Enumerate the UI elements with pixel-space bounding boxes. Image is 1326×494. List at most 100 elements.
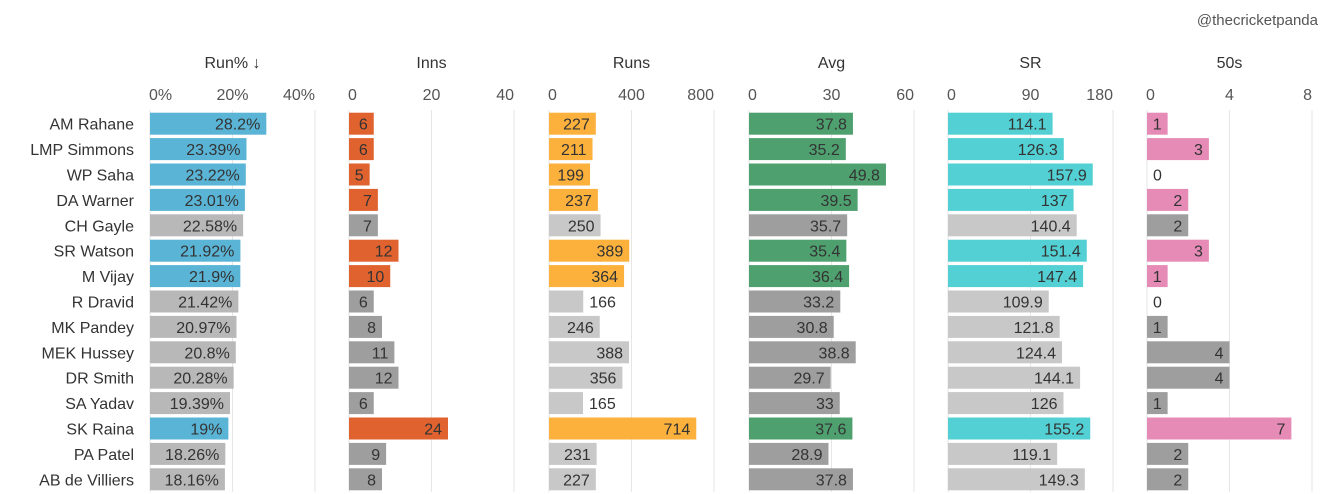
data-label: 38.8 bbox=[819, 345, 850, 362]
data-label: 10 bbox=[366, 269, 384, 286]
player-label: DR Smith bbox=[66, 371, 134, 388]
data-label: 28.2% bbox=[215, 117, 260, 134]
bar bbox=[150, 417, 229, 440]
data-label: 388 bbox=[596, 345, 623, 362]
bar bbox=[948, 214, 1077, 237]
bar bbox=[749, 290, 841, 313]
data-label: 18.26% bbox=[165, 447, 219, 464]
data-label: 227 bbox=[563, 472, 590, 489]
tick-label: 0 bbox=[1146, 87, 1155, 104]
data-label: 199 bbox=[557, 168, 584, 185]
data-label: 2 bbox=[1173, 218, 1182, 235]
data-label: 37.6 bbox=[815, 422, 846, 439]
data-label: 1 bbox=[1153, 320, 1162, 337]
panel-header: Runs bbox=[613, 55, 650, 72]
bar bbox=[150, 468, 225, 491]
bar bbox=[1147, 315, 1168, 338]
bar bbox=[549, 214, 601, 237]
tick-label: 8 bbox=[1303, 87, 1312, 104]
bar bbox=[749, 265, 850, 288]
data-label: 8 bbox=[367, 472, 376, 489]
data-label: 21.42% bbox=[178, 295, 232, 312]
bar bbox=[549, 341, 630, 364]
data-label: 1 bbox=[1153, 117, 1162, 134]
bar bbox=[349, 214, 378, 237]
bar bbox=[549, 239, 630, 262]
bar bbox=[948, 163, 1093, 186]
bar bbox=[549, 417, 697, 440]
data-label: 250 bbox=[568, 218, 595, 235]
data-label: 18.16% bbox=[165, 472, 219, 489]
bar bbox=[948, 265, 1084, 288]
bar bbox=[549, 442, 597, 465]
credit-handle: @thecricketpanda bbox=[1196, 12, 1318, 29]
player-label: LMP Simmons bbox=[30, 142, 134, 159]
data-label: 37.8 bbox=[816, 472, 847, 489]
data-label: 29.7 bbox=[794, 371, 825, 388]
bar bbox=[549, 392, 584, 415]
bar bbox=[349, 442, 387, 465]
bar bbox=[749, 417, 853, 440]
bar bbox=[948, 442, 1058, 465]
panel-header: 50s bbox=[1217, 55, 1243, 72]
bar bbox=[1147, 188, 1189, 211]
bar bbox=[349, 417, 448, 440]
bar bbox=[948, 341, 1063, 364]
bar bbox=[948, 315, 1060, 338]
data-label: 246 bbox=[567, 320, 594, 337]
tick-label: 20 bbox=[423, 87, 441, 104]
bar bbox=[349, 163, 370, 186]
bar bbox=[349, 315, 382, 338]
data-label: 37.8 bbox=[816, 117, 847, 134]
data-label: 30.8 bbox=[797, 320, 828, 337]
data-label: 2 bbox=[1173, 193, 1182, 210]
data-label: 147.4 bbox=[1037, 269, 1077, 286]
panel-header: SR bbox=[1019, 55, 1041, 72]
data-label: 11 bbox=[372, 345, 389, 362]
data-label: 157.9 bbox=[1047, 168, 1087, 185]
bar bbox=[150, 290, 239, 313]
bar bbox=[349, 138, 374, 161]
bar bbox=[349, 392, 374, 415]
tick-label: 0 bbox=[947, 87, 956, 104]
bar bbox=[150, 138, 247, 161]
bar bbox=[349, 468, 382, 491]
data-label: 19% bbox=[190, 422, 222, 439]
bar bbox=[349, 366, 399, 389]
tick-label: 4 bbox=[1225, 87, 1234, 104]
data-label: 12 bbox=[375, 371, 393, 388]
data-label: 3 bbox=[1194, 142, 1203, 159]
bar bbox=[150, 214, 244, 237]
bar bbox=[1147, 112, 1168, 135]
data-label: 166 bbox=[589, 295, 616, 312]
data-label: 126.3 bbox=[1018, 142, 1058, 159]
bar bbox=[749, 392, 840, 415]
player-label: SA Yadav bbox=[65, 396, 134, 413]
bar bbox=[1147, 265, 1168, 288]
data-label: 389 bbox=[597, 244, 624, 261]
data-label: 151.4 bbox=[1041, 244, 1081, 261]
bar bbox=[349, 112, 374, 135]
data-label: 0 bbox=[1153, 168, 1162, 185]
bar bbox=[749, 239, 847, 262]
data-label: 12 bbox=[375, 244, 393, 261]
bar bbox=[349, 188, 378, 211]
data-label: 39.5 bbox=[820, 193, 851, 210]
bar bbox=[948, 290, 1049, 313]
player-label: PA Patel bbox=[74, 447, 134, 464]
data-label: 35.2 bbox=[809, 142, 840, 159]
data-label: 0 bbox=[1153, 295, 1162, 312]
bar bbox=[948, 112, 1053, 135]
tick-label: 40% bbox=[283, 87, 315, 104]
data-label: 35.7 bbox=[810, 218, 841, 235]
data-label: 109.9 bbox=[1003, 295, 1043, 312]
bar bbox=[1147, 442, 1189, 465]
bar bbox=[749, 188, 858, 211]
data-label: 20.97% bbox=[176, 320, 230, 337]
bar bbox=[349, 239, 399, 262]
bar bbox=[549, 138, 593, 161]
player-label: M Vijay bbox=[82, 269, 134, 286]
bar bbox=[549, 468, 596, 491]
data-label: 231 bbox=[564, 447, 591, 464]
data-label: 124.4 bbox=[1016, 345, 1056, 362]
